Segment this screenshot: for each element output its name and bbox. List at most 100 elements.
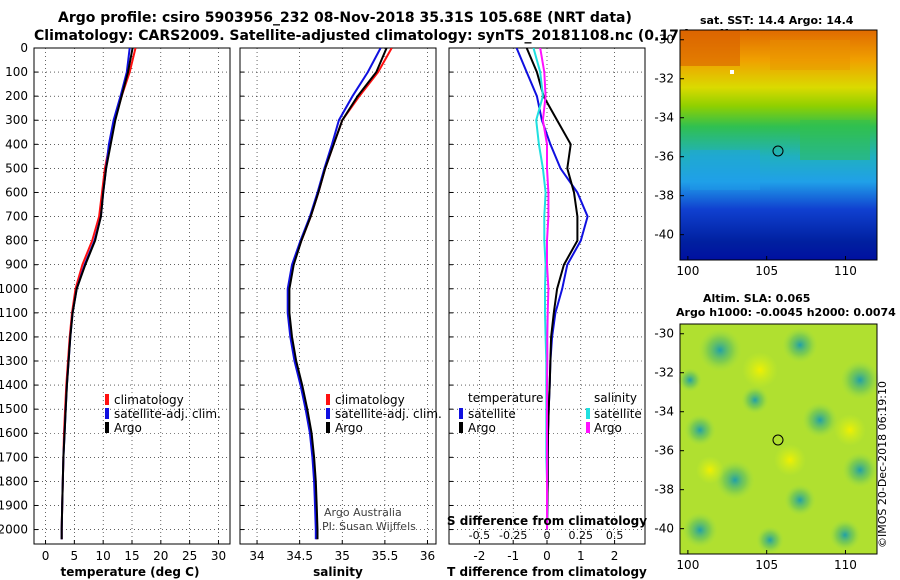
map-y-tick-label: -40 xyxy=(654,522,674,536)
legend-label-s-argo: Argo xyxy=(594,421,622,435)
x-tick-label: 34 xyxy=(249,549,264,563)
salinity-plot-frame xyxy=(239,47,437,545)
argo-float-location-marker xyxy=(772,145,784,157)
sla-anomaly-blob xyxy=(682,512,718,548)
plot-title-line2: Climatology: CARS2009. Satellite-adjuste… xyxy=(34,28,752,44)
map-y-tick-label: -36 xyxy=(654,444,674,458)
s-diff-tick-label: -0.5 xyxy=(469,529,490,542)
salinity-legend: climatology satellite-adj. clim. Argo xyxy=(326,393,442,435)
sla-high-blob xyxy=(774,444,806,476)
difference-grid xyxy=(449,47,645,544)
sla-map xyxy=(678,323,880,555)
map-y-tick-label: -40 xyxy=(654,228,674,242)
x-tick-label: 25 xyxy=(182,549,197,563)
x-tick-label: 15 xyxy=(124,549,139,563)
depth-tick-label: 1800 xyxy=(0,474,28,488)
x-tick-label: 36 xyxy=(420,549,435,563)
sst-map-frame xyxy=(679,29,878,261)
depth-tick-label: 200 xyxy=(5,89,28,103)
map-y-tick-label: -38 xyxy=(654,483,674,497)
map-y-tick-label: -34 xyxy=(654,111,674,125)
legend-swatch-climatology xyxy=(326,394,330,405)
sla-anomaly-blob xyxy=(842,452,878,488)
depth-tick-label: 1400 xyxy=(0,378,28,392)
salinity-x-ticks: 34 34.5 35 35.5 36 xyxy=(249,549,435,563)
x-tick-label: -1 xyxy=(507,549,519,563)
map-x-tick-label: 100 xyxy=(676,558,699,572)
sla-anomaly-blob xyxy=(684,414,716,446)
series-line-satellite-adj-clim- xyxy=(60,48,131,540)
x-tick-label: 34.5 xyxy=(286,549,313,563)
x-tick-label: 35 xyxy=(335,549,350,563)
s-difference-label: S difference from climatology xyxy=(447,514,647,528)
map-y-tick-label: -30 xyxy=(654,33,674,47)
sla-high-blob xyxy=(834,414,866,446)
x-tick-label: 35.5 xyxy=(372,549,399,563)
sla-anomaly-blob xyxy=(840,360,880,400)
legend-label-argo: Argo xyxy=(114,421,142,435)
series-line-climatology xyxy=(287,48,393,540)
sst-map-title: sat. SST: 14.4 Argo: 14.4 xyxy=(700,14,854,27)
map-y-tick-label: -32 xyxy=(654,72,674,86)
series-line-climatology xyxy=(60,48,137,540)
difference-series xyxy=(515,48,589,530)
temperature-legend: climatology satellite-adj. clim. Argo xyxy=(105,393,221,435)
s-diff-tick-label: 0.25 xyxy=(569,529,594,542)
sst-warm-patch xyxy=(770,40,850,70)
temperature-grid xyxy=(34,47,230,544)
depth-tick-label: 1500 xyxy=(0,402,28,416)
sla-anomaly-blob xyxy=(802,402,838,438)
salinity-series xyxy=(286,48,393,540)
map-y-tick-label: -38 xyxy=(654,189,674,203)
legend-label-satellite: satellite-adj. clim. xyxy=(335,407,442,421)
sst-warm-patch xyxy=(680,30,740,66)
legend-label-climatology: climatology xyxy=(114,393,184,407)
depth-tick-label: 1100 xyxy=(0,306,28,320)
depth-tick-label: 1600 xyxy=(0,426,28,440)
argo-float-location-marker xyxy=(772,434,784,446)
map-x-tick-label: 110 xyxy=(834,558,857,572)
difference-x-label: T difference from climatology xyxy=(447,565,647,579)
sla-anomaly-blob xyxy=(756,526,784,554)
legend-swatch-s-satellite xyxy=(586,408,590,419)
legend-swatch-satellite xyxy=(326,408,330,419)
sst-map-ticks: 100 105 110 -30 -32 -34 -36 -38 -40 xyxy=(654,33,857,278)
sst-cool-patch xyxy=(690,150,760,190)
depth-tick-label: 1300 xyxy=(0,354,28,368)
map-y-tick-label: -32 xyxy=(654,366,674,380)
legend-label-argo: Argo xyxy=(335,421,363,435)
sst-map xyxy=(679,29,878,261)
x-tick-label: 30 xyxy=(211,549,226,563)
depth-tick-label: 400 xyxy=(5,137,28,151)
depth-tick-label: 0 xyxy=(20,41,28,55)
depth-tick-label: 500 xyxy=(5,161,28,175)
credit-line-1: Argo Australia xyxy=(324,506,402,519)
sla-anomaly-blob xyxy=(782,327,818,363)
salinity-x-label: salinity xyxy=(313,565,363,579)
sst-mid-patch xyxy=(800,120,870,160)
legend-label-climatology: climatology xyxy=(335,393,405,407)
difference-legend: temperature satellite Argo salinity sate… xyxy=(459,391,642,435)
sla-anomaly-blob xyxy=(784,484,816,516)
sla-map-frame xyxy=(679,323,878,555)
series-line-argo xyxy=(288,48,388,540)
legend-swatch-argo xyxy=(105,422,109,433)
x-tick-label: 10 xyxy=(96,549,111,563)
sla-anomaly-blob xyxy=(698,328,742,372)
legend-swatch-t-argo xyxy=(459,422,463,433)
depth-tick-label: 1200 xyxy=(0,330,28,344)
legend-title-salinity: salinity xyxy=(594,391,637,405)
depth-tick-label: 900 xyxy=(5,258,28,272)
depth-tick-label: 1700 xyxy=(0,450,28,464)
map-x-tick-label: 105 xyxy=(755,558,778,572)
credit-line-2: PI: Susan Wijffels xyxy=(322,520,416,533)
depth-tick-label: 1000 xyxy=(0,282,28,296)
x-tick-label: -2 xyxy=(473,549,485,563)
plot-title-line1: Argo profile: csiro 5903956_232 08-Nov-2… xyxy=(58,10,632,26)
legend-swatch-climatology xyxy=(105,394,109,405)
series-line-salinity-satellite xyxy=(532,48,548,530)
temperature-series xyxy=(60,48,137,540)
legend-title-temperature: temperature xyxy=(468,391,543,405)
series-line-temperature-satellite xyxy=(515,48,589,530)
